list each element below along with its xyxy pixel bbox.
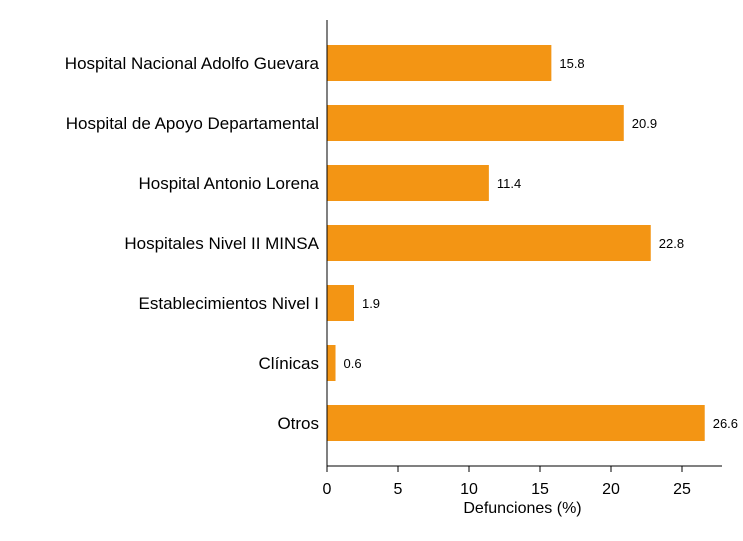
category-label: Hospital Antonio Lorena [138, 174, 319, 193]
bars [327, 45, 705, 441]
x-tick-label: 15 [531, 481, 549, 498]
bar [327, 105, 624, 141]
x-tick-label: 0 [323, 481, 332, 498]
category-label: Clínicas [259, 354, 319, 373]
value-label: 26.6 [713, 416, 738, 431]
bar [327, 345, 336, 381]
bar [327, 405, 705, 441]
bar [327, 45, 552, 81]
value-label: 20.9 [632, 116, 657, 131]
category-label: Establecimientos Nivel I [139, 294, 319, 313]
value-label: 15.8 [559, 56, 584, 71]
bar [327, 285, 354, 321]
x-tick-label: 25 [673, 481, 691, 498]
category-labels: Hospital Nacional Adolfo Guevara Hospital… [65, 54, 320, 433]
value-labels: 15.8 20.9 11.4 22.8 1.9 0.6 26.6 [344, 56, 739, 431]
bar [327, 165, 489, 201]
value-label: 0.6 [344, 356, 362, 371]
category-label: Hospitales Nivel II MINSA [124, 234, 319, 253]
bar [327, 225, 651, 261]
x-tick-label: 20 [602, 481, 620, 498]
value-label: 22.8 [659, 236, 684, 251]
x-axis-title: Defunciones (%) [463, 500, 581, 517]
category-label: Hospital de Apoyo Departamental [66, 114, 319, 133]
value-label: 11.4 [497, 176, 521, 191]
value-label: 1.9 [362, 296, 380, 311]
category-label: Hospital Nacional Adolfo Guevara [65, 54, 320, 73]
x-tick-label: 5 [394, 481, 403, 498]
x-tick-label: 10 [460, 481, 478, 498]
x-axis-ticks: 0 5 10 15 20 25 [323, 466, 691, 498]
category-label: Otros [277, 414, 319, 433]
